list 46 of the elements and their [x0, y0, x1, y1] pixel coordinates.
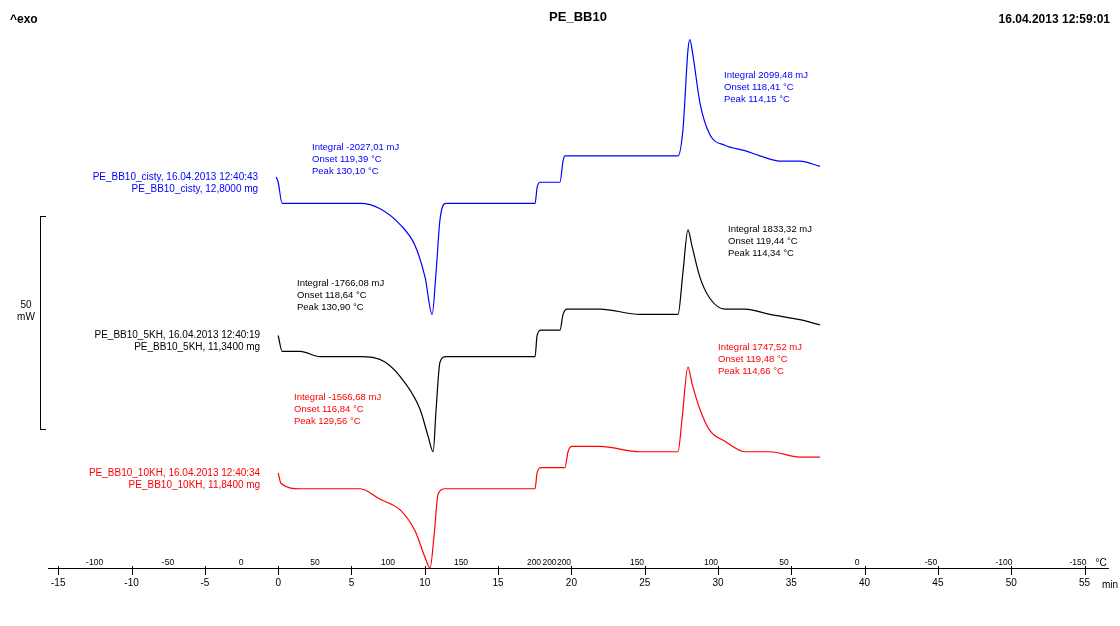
annotation: 0: [854, 557, 860, 568]
annotation: °C: [1095, 556, 1107, 568]
x-tick-label: 30: [712, 576, 725, 588]
text: ^exo: [10, 12, 38, 27]
annotation: Integral -1566,68 mJ Onset 116,84 °C Peak 129,56 °C: [294, 390, 382, 426]
chart-title: PE_BB10: [549, 9, 607, 25]
annotation: 150: [453, 557, 469, 568]
annotation: 200: [526, 557, 542, 568]
annotation: 100: [703, 557, 719, 568]
x-tick-label: 20: [565, 576, 578, 588]
series-label: PE_BB10_cisty, 16.04.2013 12:40:43 PE_BB10_cisty, 12,8000 mg: [92, 170, 259, 194]
x-tick-label: 35: [785, 576, 798, 588]
text: 50 mW: [17, 298, 36, 322]
annotation: -100: [995, 557, 1013, 568]
series-label: PE_BB10_10KH, 16.04.2013 12:40:34 PE_BB10_10KH, 11,8400 mg: [88, 466, 261, 490]
annotation: 200: [556, 557, 572, 568]
annotation: 0: [238, 557, 244, 568]
annotation: -50: [161, 557, 175, 568]
x-tick-label: 15: [492, 576, 505, 588]
x-tick-label: 10: [419, 576, 431, 588]
annotation: Integral -2027,01 mJ Onset 119,39 °C Peak 130,10 °C: [312, 140, 400, 176]
annotation: 50: [310, 557, 320, 568]
x-tick-label: -10: [124, 576, 140, 588]
x-tick-label: 25: [639, 576, 651, 588]
x-tick-label: -5: [200, 576, 210, 588]
annotation: 200: [542, 557, 557, 568]
series-label: PE_BB10_5KH, 16.04.2013 12:40:19 PE_BB10_5KH, 11,3400 mg: [94, 329, 261, 353]
annotation: 100: [380, 557, 396, 568]
annotation: 150: [629, 557, 645, 568]
x-tick-label: 55: [1078, 576, 1091, 588]
x-tick-label: 50: [1005, 576, 1018, 588]
annotation: -100: [86, 557, 104, 568]
annotation: Integral -1766,08 mJ Onset 118,64 °C Peak 130,90 °C: [297, 276, 385, 312]
annotation: -50: [924, 557, 938, 568]
x-tick-label: -15: [51, 576, 66, 588]
x-axis-title: min: [1101, 578, 1118, 590]
annotation: -150: [1069, 557, 1087, 568]
text: 16.04.2013 12:59:01: [998, 12, 1111, 27]
annotation: Integral 1833,32 mJ Onset 119,44 °C Peak 114,34 °C: [728, 222, 813, 258]
annotation: Integral 1747,52 mJ Onset 119,48 °C Peak 114,66 °C: [718, 340, 803, 376]
x-tick-label: 40: [859, 576, 871, 588]
annotation: 50: [779, 557, 789, 568]
x-tick-label: 45: [932, 576, 944, 588]
x-tick-label: 5: [348, 576, 355, 588]
x-tick-label: 0: [275, 576, 282, 588]
annotation: Integral 2099,48 mJ Onset 118,41 °C Peak 114,15 °C: [724, 68, 809, 104]
